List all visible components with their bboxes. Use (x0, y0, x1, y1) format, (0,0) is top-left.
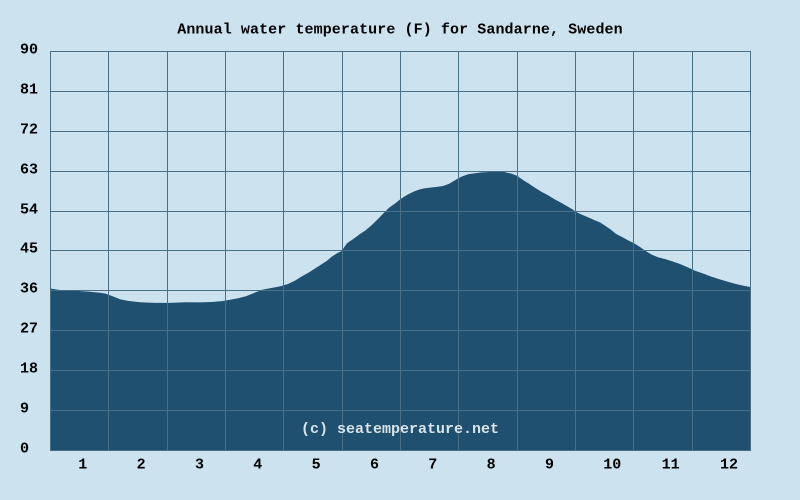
svg-text:63: 63 (20, 162, 38, 179)
svg-text:18: 18 (20, 361, 38, 378)
svg-text:3: 3 (195, 456, 204, 473)
svg-text:72: 72 (20, 122, 38, 139)
svg-text:0: 0 (20, 441, 29, 458)
svg-text:12: 12 (720, 456, 738, 473)
svg-text:5: 5 (312, 456, 321, 473)
svg-text:9: 9 (545, 456, 554, 473)
svg-text:27: 27 (20, 321, 38, 338)
svg-text:45: 45 (20, 241, 38, 258)
svg-text:6: 6 (370, 456, 379, 473)
svg-text:1: 1 (78, 456, 87, 473)
svg-text:8: 8 (487, 456, 496, 473)
svg-text:36: 36 (20, 281, 38, 298)
svg-text:(c) seatemperature.net: (c) seatemperature.net (301, 421, 499, 438)
svg-text:54: 54 (20, 202, 38, 219)
svg-text:11: 11 (662, 456, 680, 473)
svg-text:Annual water temperature (F) f: Annual water temperature (F) for Sandarn… (177, 22, 622, 39)
svg-text:7: 7 (428, 456, 437, 473)
svg-text:2: 2 (137, 456, 146, 473)
svg-text:10: 10 (603, 456, 621, 473)
svg-text:90: 90 (20, 42, 38, 59)
svg-text:9: 9 (20, 401, 29, 418)
svg-text:4: 4 (253, 456, 262, 473)
svg-text:81: 81 (20, 82, 38, 99)
